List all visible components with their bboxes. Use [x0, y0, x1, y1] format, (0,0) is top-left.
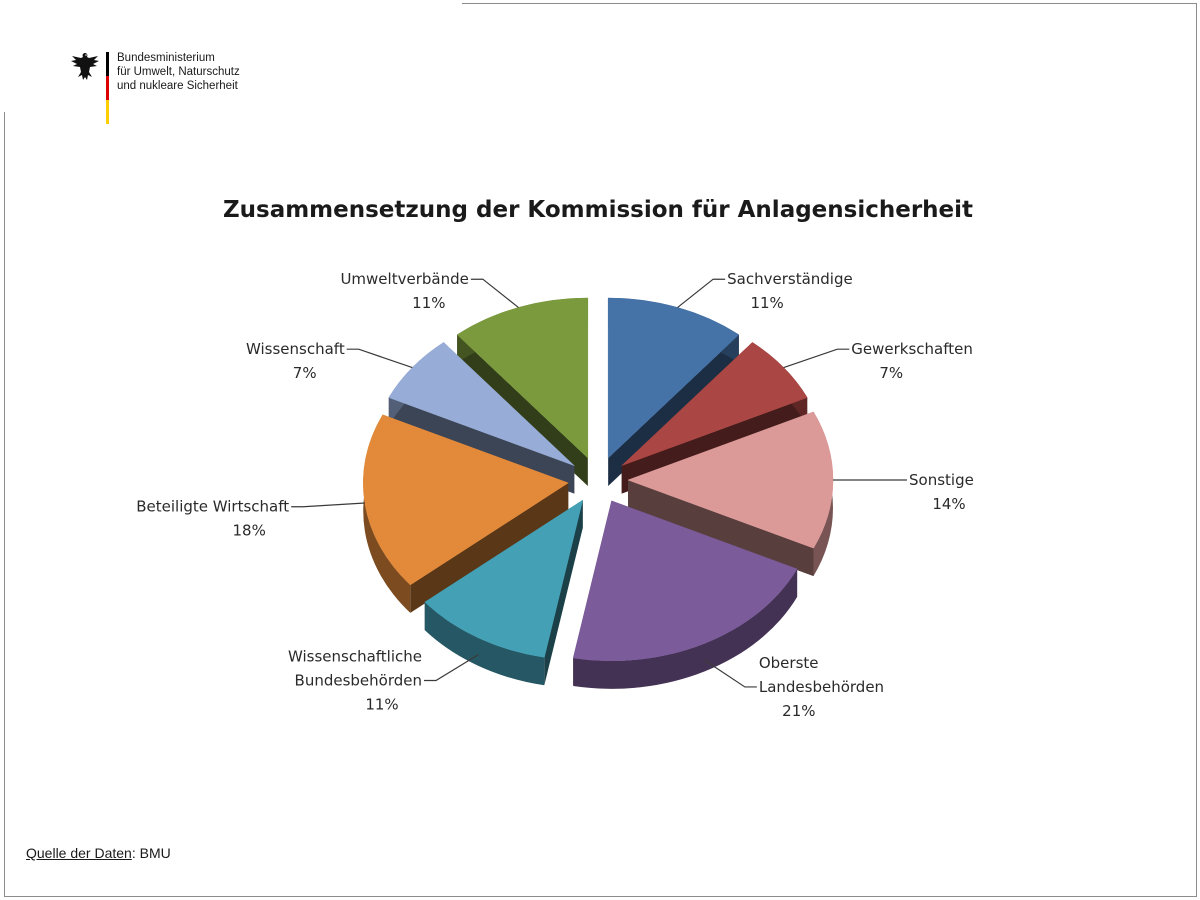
- leader-line: [470, 278, 519, 308]
- label-percent: 14%: [932, 495, 965, 513]
- label-text: Gewerkschaften: [851, 340, 973, 358]
- german-flag-bar: [106, 52, 109, 124]
- frame-top-border: [462, 3, 1197, 4]
- flag-stripe-gold: [106, 100, 109, 124]
- pie-slice-top: [424, 499, 584, 658]
- pie-slice-oberste-landesbehoerden: [572, 500, 798, 689]
- ministry-logo: Bundesministerium für Umwelt, Naturschut…: [70, 50, 290, 130]
- pie-slice-beteiligte-wirtschaft: [363, 414, 569, 613]
- pie-slice-wissenschaftliche-bundesbehoerden: [424, 499, 584, 686]
- source-label: Quelle der Daten: [26, 845, 132, 861]
- ministry-name: Bundesministerium für Umwelt, Naturschut…: [117, 51, 240, 93]
- pie-slices: [363, 297, 834, 689]
- label-text: Bundesbehörden: [295, 671, 422, 689]
- pie-slice-rim: [424, 602, 545, 686]
- pie-labels: Sachverständige 11% Gewerkschaften 7% Sonsti…: [136, 270, 974, 720]
- label-percent: 11%: [365, 695, 398, 713]
- label-percent: 7%: [293, 364, 317, 382]
- ministry-line-1: Bundesministerium: [117, 52, 215, 64]
- leader-line: [783, 348, 850, 369]
- pie-slice-wall: [410, 482, 569, 613]
- label-text: Umweltverbände: [340, 270, 468, 288]
- label-text: Beteiligte Wirtschaft: [136, 498, 289, 516]
- pie-slice-wall: [628, 480, 814, 577]
- label-percent: 7%: [879, 364, 903, 382]
- label-gewerkschaften: Gewerkschaften 7%: [783, 340, 973, 382]
- frame-left-border: [4, 112, 5, 897]
- source-separator: :: [131, 845, 140, 861]
- leader-line: [424, 654, 479, 682]
- leader-line: [346, 348, 413, 369]
- source-value: BMU: [139, 845, 171, 861]
- pie-slice-wall: [544, 500, 583, 686]
- pie-slice-top: [572, 500, 798, 662]
- data-source: Quelle der Daten: BMU: [26, 845, 171, 861]
- federal-eagle-icon: [71, 53, 99, 80]
- frame-bottom-border: [4, 896, 1197, 897]
- label-umweltverbaende: Umweltverbände 11%: [340, 270, 519, 312]
- pie-slice-sonstige: [627, 411, 834, 577]
- pie-slice-rim: [363, 414, 411, 613]
- label-percent: 11%: [412, 294, 445, 312]
- pie-slice-rim: [573, 568, 798, 689]
- label-text: Landesbehörden: [759, 678, 884, 696]
- label-text: Sachverständige: [727, 270, 853, 288]
- ministry-line-2: für Umwelt, Naturschutz: [117, 66, 240, 78]
- flag-stripe-red: [106, 76, 109, 100]
- label-oberste-landesbehoerden: Oberste Landesbehörden 21%: [704, 654, 884, 720]
- leader-line: [291, 502, 365, 508]
- label-percent: 21%: [782, 702, 815, 720]
- label-percent: 11%: [750, 294, 783, 312]
- label-text: Wissenschaft: [246, 340, 345, 358]
- label-percent: 18%: [232, 522, 265, 540]
- label-text: Oberste: [759, 654, 819, 672]
- label-text: Wissenschaftliche: [288, 647, 422, 665]
- leader-line: [704, 659, 757, 688]
- label-beteiligte-wirtschaft: Beteiligte Wirtschaft 18%: [136, 498, 365, 540]
- frame-right-border: [1196, 3, 1197, 896]
- label-wissenschaft: Wissenschaft 7%: [246, 340, 413, 382]
- ministry-line-3: und nukleare Sicherheit: [117, 80, 238, 92]
- label-sonstige: Sonstige 14%: [833, 471, 974, 513]
- leader-line: [677, 278, 726, 308]
- chart-title: Zusammensetzung der Kommission für Anlag…: [223, 197, 973, 223]
- label-wissenschaftliche-bundesbehoerden: Wissenschaftliche Bundesbehörden 11%: [288, 647, 479, 713]
- label-text: Sonstige: [909, 471, 974, 489]
- flag-stripe-black: [106, 52, 109, 76]
- label-sachverstaendige: Sachverständige 11%: [677, 270, 853, 312]
